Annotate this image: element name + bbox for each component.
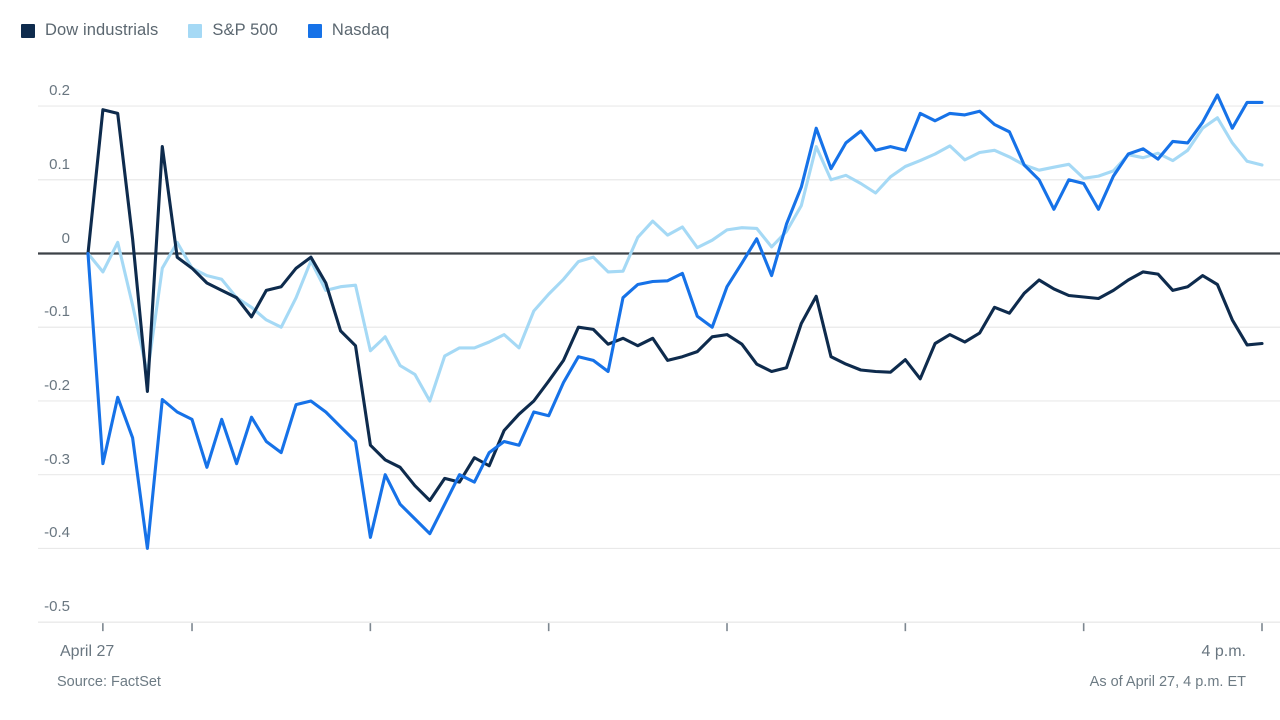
legend-item-nasdaq: Nasdaq [307, 21, 390, 40]
y-tick-label: -0.5 [44, 598, 70, 616]
x-axis-start-label: April 27 [60, 643, 115, 660]
legend-label: S&P 500 [212, 21, 278, 39]
series-line-nasdaq [86, 93, 1264, 550]
legend-label: Dow industrials [45, 21, 159, 39]
legend-swatch-s-p-500 [188, 23, 203, 38]
legend-swatch-dow-industrials [21, 23, 35, 38]
y-tick-label: 0 [61, 229, 70, 247]
legend-item-dow-industrials: Dow industrials [21, 21, 158, 40]
chart-legend: Dow industrials S&P 500 Nasdaq [21, 21, 419, 40]
x-axis-end-label: 4 p.m. [1201, 643, 1246, 660]
y-tick-label: -0.2 [44, 376, 70, 394]
y-tick-label: -0.3 [44, 450, 70, 468]
y-tick-label: -0.1 [44, 303, 70, 321]
series-line-dow-industrials [86, 108, 1264, 503]
as-of-note: As of April 27, 4 p.m. ET [1089, 674, 1246, 690]
y-tick-label: -0.4 [44, 524, 70, 542]
legend-swatch-nasdaq [307, 23, 322, 38]
legend-item-s-p-500: S&P 500 [188, 21, 278, 40]
y-tick-label: 0.1 [49, 155, 70, 173]
source-note: Source: FactSet [57, 674, 161, 690]
y-tick-label: 0.2 [49, 82, 70, 100]
legend-label: Nasdaq [331, 21, 390, 39]
series-line-s-p-500 [86, 116, 1264, 403]
